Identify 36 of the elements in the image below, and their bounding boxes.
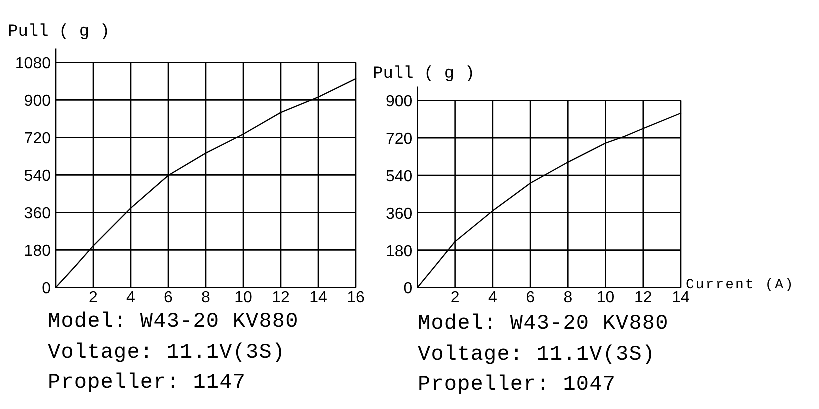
- y-tick-label: 540: [24, 168, 52, 186]
- text: Model: W43-20 KV880: [48, 311, 299, 334]
- x-tick-label: 16: [347, 290, 365, 307]
- y-tick-label: 1080: [15, 56, 52, 73]
- x-tick-label: 14: [672, 290, 690, 307]
- text: Propeller: 1047: [418, 374, 616, 397]
- text: Propeller: 1147: [48, 372, 246, 395]
- y-axis-title: Pull ( g ): [373, 65, 476, 84]
- text: Model: W43-20 KV880: [418, 313, 669, 336]
- y-tick-label: 360: [386, 206, 413, 223]
- y-tick-label: 0: [42, 280, 52, 298]
- x-tick-label: 10: [596, 290, 615, 307]
- y-axis-title: Pull ( g ): [8, 23, 110, 42]
- y-tick-label: 900: [24, 93, 52, 110]
- y-tick-label: 900: [386, 94, 413, 111]
- x-tick-label: 12: [634, 290, 652, 307]
- x-tick-label: 2: [450, 290, 460, 307]
- x-tick-label: 14: [310, 290, 328, 307]
- y-tick-label: 540: [386, 168, 413, 186]
- y-tick-label: 180: [386, 243, 413, 260]
- x-tick-label: 4: [126, 290, 136, 307]
- y-tick-label: 720: [24, 130, 52, 148]
- text: Voltage: 11.1V(3S): [418, 344, 656, 367]
- text: Voltage: 11.1V(3S): [48, 342, 286, 365]
- x-tick-label: 10: [234, 290, 252, 307]
- y-tick-label: 720: [386, 131, 413, 148]
- x-tick-label: 8: [202, 290, 211, 307]
- x-tick-label: 2: [89, 290, 98, 307]
- x-tick-label: 4: [488, 290, 498, 307]
- y-tick-label: 180: [24, 243, 52, 260]
- x-tick-label: 8: [564, 290, 573, 307]
- y-tick-label: 0: [404, 280, 413, 298]
- x-tick-label: 6: [526, 290, 536, 307]
- x-tick-label: 12: [272, 290, 290, 307]
- y-tick-label: 360: [24, 206, 52, 223]
- x-tick-label: 6: [164, 290, 174, 307]
